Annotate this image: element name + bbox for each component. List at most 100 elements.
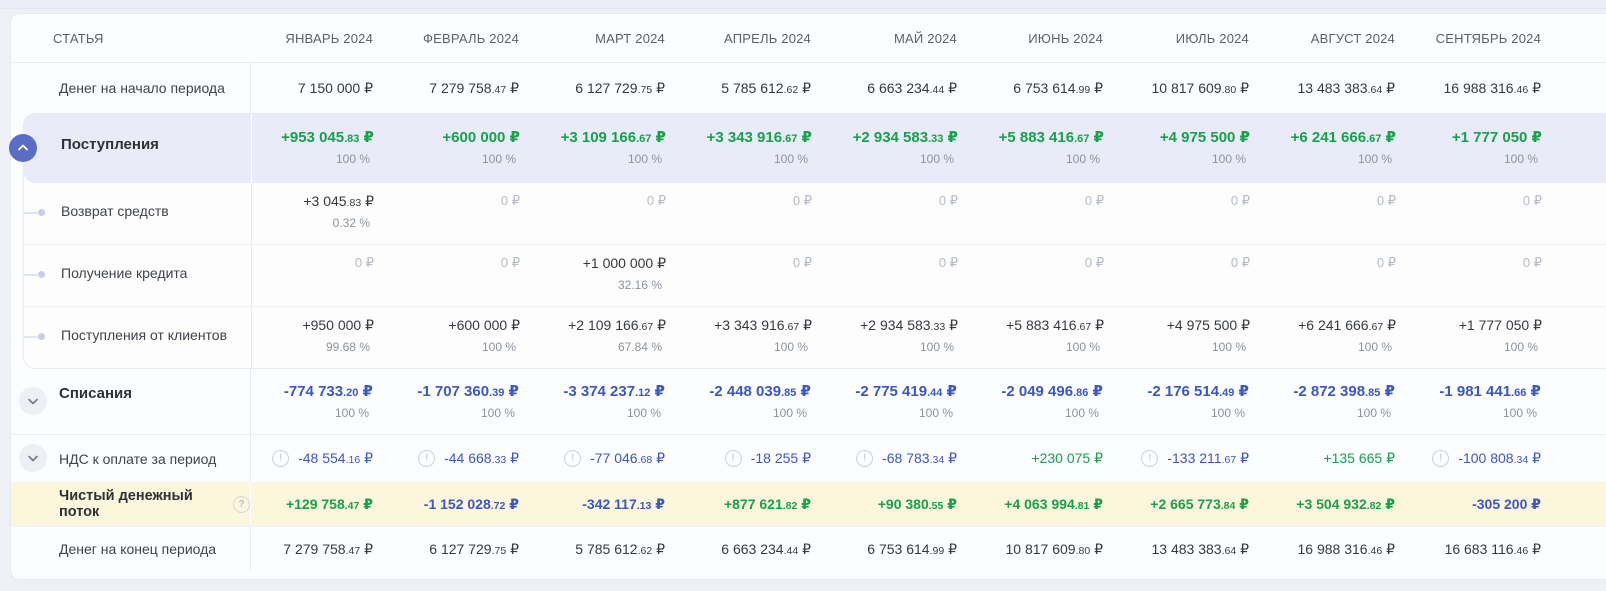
value-cell: -2 176 514.49 ₽ 100 % [1127, 369, 1273, 434]
percent-value: 32.16 % [618, 278, 662, 292]
amount-value: 6 753 614.99 ₽ [1013, 80, 1103, 97]
amount-value: 6 127 729.75 ₽ [575, 80, 665, 97]
warning-icon[interactable]: ! [856, 450, 873, 467]
value-cell: 6 127 729.75 ₽ [397, 527, 543, 571]
percent-value: 100 % [1211, 406, 1245, 420]
warning-icon[interactable]: ! [1432, 450, 1449, 467]
amount-value: 0 ₽ [501, 255, 520, 271]
row-income: Поступления+953 045.83 ₽100 %+600 000 ₽1… [24, 114, 1606, 183]
amount-value: +1 777 050 ₽ [1459, 317, 1542, 334]
value-cell: +6 241 666.67 ₽100 % [1274, 114, 1420, 183]
amount-value: 13 483 383.64 ₽ [1298, 80, 1395, 97]
amount-value: +6 241 666.67 ₽ [1291, 128, 1396, 146]
value-cell: +2 934 583.33 ₽100 % [836, 114, 982, 183]
warning-icon[interactable]: ! [1141, 450, 1158, 467]
value-cell: -2 448 039.85 ₽100 % [689, 369, 835, 434]
value-cell: !-68 783.34 ₽ [835, 435, 981, 482]
row-label-opening-balance: Денег на начало периода [11, 63, 251, 113]
amount-value: 10 817 609.80 ₽ [1006, 541, 1103, 558]
value-cell: -305 200 ₽ [1419, 482, 1565, 526]
warning-icon[interactable]: ! [725, 450, 742, 467]
amount-value: 0 ₽ [1231, 255, 1250, 271]
row-label-vat-payable: НДС к оплате за период [11, 435, 251, 482]
amount-value: 0 ₽ [1231, 193, 1250, 209]
amount-value: -774 733.20 ₽ [284, 382, 373, 400]
percent-value: 100 % [481, 406, 515, 420]
amount-value: 6 127 729.75 ₽ [429, 541, 519, 558]
warning-icon[interactable]: ! [272, 450, 289, 467]
collapse-toggle-income[interactable] [9, 134, 37, 162]
percent-value: 100 % [482, 152, 516, 166]
column-header-month-4: МАЙ 2024 [835, 14, 981, 62]
percent-value: 100 % [773, 406, 807, 420]
expand-toggle-expenses[interactable] [19, 387, 47, 415]
value-cell: !-100 808.34 ₽ [1419, 435, 1565, 482]
value-cell: !-48 554.16 ₽ [251, 435, 397, 482]
amount-value: -1 981 441.66 ₽ [1439, 382, 1541, 400]
table-header-row: СТАТЬЯ ЯНВАРЬ 2024ФЕВРАЛЬ 2024МАРТ 2024А… [11, 14, 1606, 63]
amount-value: +2 109 166.67 ₽ [568, 317, 666, 334]
expand-toggle-vat-payable[interactable] [19, 444, 47, 472]
value-cell: -2 049 496.86 ₽100 % [981, 369, 1127, 434]
amount-value: 13 483 383.64 ₽ [1152, 541, 1249, 558]
warning-icon[interactable]: ! [418, 450, 435, 467]
percent-value: 100 % [628, 152, 662, 166]
percent-value: 100 % [919, 406, 953, 420]
value-cell: -1 152 028.72 ₽ [397, 482, 543, 526]
row-expenses: Списания-774 733.20 ₽100 %-1 707 360.39 … [11, 369, 1606, 434]
value-cell: 0 ₽ [398, 245, 544, 306]
amount-value: 0 ₽ [1377, 255, 1396, 271]
chevron-down-icon [27, 452, 39, 464]
value-cell: 16 988 316.46 ₽ [1419, 63, 1565, 113]
amount-value: 0 ₽ [501, 193, 520, 209]
value-cell: 6 753 614.99 ₽ [835, 527, 981, 571]
value-cell: 0 ₽ [1420, 245, 1566, 306]
row-label-client-income: Поступления от клиентов [24, 307, 252, 368]
value-cell: 5 785 612.62 ₽ [543, 527, 689, 571]
percent-value: 100 % [1066, 340, 1100, 354]
amount-value: +5 883 416.67 ₽ [1006, 317, 1104, 334]
row-tail [1565, 482, 1606, 526]
value-cell: 0 ₽ [690, 245, 836, 306]
percent-value: 100 % [1212, 340, 1246, 354]
value-cell: 13 483 383.64 ₽ [1127, 527, 1273, 571]
value-cell: -1 981 441.66 ₽100 % [1419, 369, 1565, 434]
amount-value: -2 775 419.44 ₽ [855, 382, 957, 400]
percent-value: 99.68 % [326, 340, 370, 354]
row-tail [1566, 183, 1606, 244]
amount-value: 0 ₽ [355, 255, 374, 271]
amount-value: 6 663 234.44 ₽ [867, 80, 957, 97]
value-cell: +230 075 ₽ [981, 435, 1127, 482]
percent-value: 100 % [1504, 340, 1538, 354]
amount-value: 16 988 316.46 ₽ [1298, 541, 1395, 558]
value-cell: !-44 668.33 ₽ [397, 435, 543, 482]
value-cell: -774 733.20 ₽100 % [251, 369, 397, 434]
value-cell: +877 621.82 ₽ [689, 482, 835, 526]
percent-value: 100 % [1065, 406, 1099, 420]
amount-value: 0 ₽ [1523, 193, 1542, 209]
amount-value: +1 000 000 ₽ [583, 255, 666, 272]
question-icon[interactable]: ? [233, 496, 250, 513]
amount-value: -342 117.13 ₽ [582, 496, 665, 513]
value-cell: !-133 211.67 ₽ [1127, 435, 1273, 482]
amount-value: +3 109 166.67 ₽ [561, 128, 666, 146]
value-cell: +4 063 994.81 ₽ [981, 482, 1127, 526]
chevron-up-icon [17, 142, 29, 154]
amount-value: 0 ₽ [1085, 193, 1104, 209]
value-cell: 7 279 758.47 ₽ [397, 63, 543, 113]
amount-value: 5 785 612.62 ₽ [721, 80, 811, 97]
value-cell: !-18 255 ₽ [689, 435, 835, 482]
amount-value: -2 176 514.49 ₽ [1147, 382, 1249, 400]
value-cell: 0 ₽ [1274, 245, 1420, 306]
amount-value: +4 975 500 ₽ [1167, 317, 1250, 334]
amount-value: +1 777 050 ₽ [1452, 128, 1542, 146]
tree-connector [23, 274, 38, 276]
row-vat-payable: НДС к оплате за период!-48 554.16 ₽!-44 … [11, 434, 1606, 482]
percent-value: 100 % [774, 152, 808, 166]
value-cell: 6 663 234.44 ₽ [689, 527, 835, 571]
column-header-month-3: АПРЕЛЬ 2024 [689, 14, 835, 62]
warning-icon[interactable]: ! [564, 450, 581, 467]
amount-value: -1 707 360.39 ₽ [417, 382, 519, 400]
percent-value: 100 % [920, 152, 954, 166]
value-cell: +135 665 ₽ [1273, 435, 1419, 482]
